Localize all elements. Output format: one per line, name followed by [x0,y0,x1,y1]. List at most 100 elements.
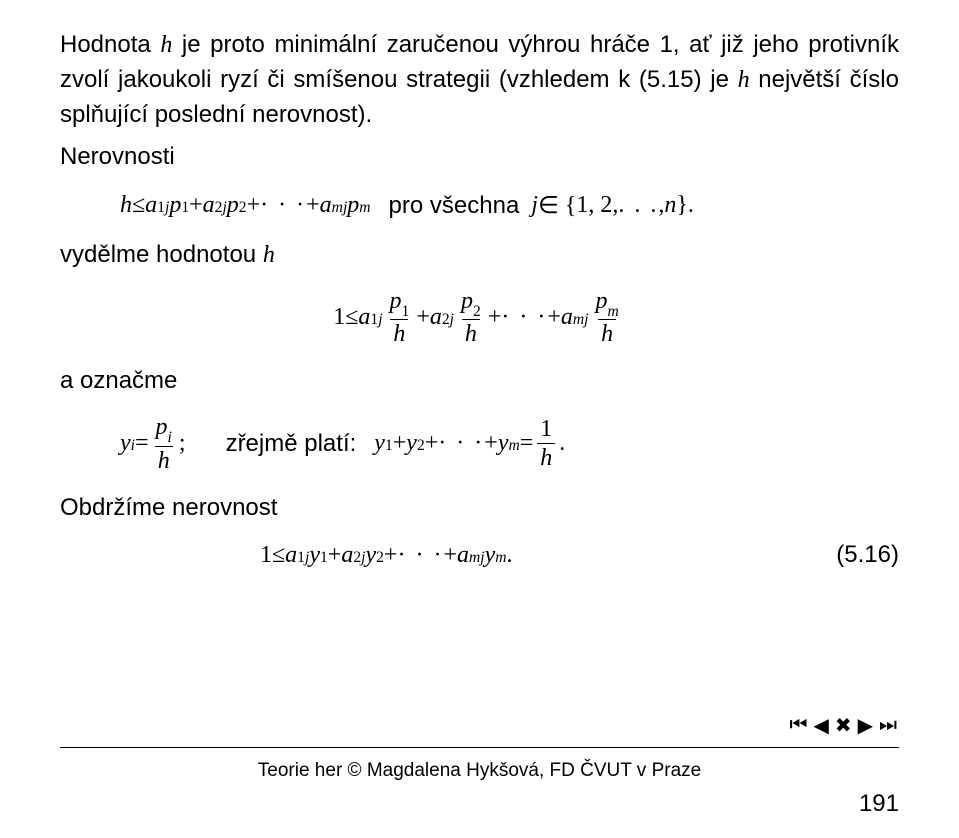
op-plus: + [484,430,498,457]
sub: m [332,199,343,216]
punct: . [559,430,565,457]
op-eq: = [135,430,149,457]
var-a: a [457,542,469,569]
nav-first-icon[interactable]: ⏮ [789,714,809,737]
sub: 2 [376,549,384,567]
sub: m [573,311,584,328]
sub: j [450,311,454,328]
var-y: y [309,542,320,569]
text: vydělme hodnotou [60,241,263,268]
text: zřejmě platí: [226,430,357,458]
var-h: h [738,67,750,93]
sub: j [584,311,588,328]
sub: i [168,429,172,446]
var-p: p [169,192,181,219]
fraction: p2 h [458,289,484,346]
sub: j [480,549,484,566]
heading-nerovnosti: Nerovnosti [60,140,899,175]
sub: 1 [297,549,305,566]
nav-stop-icon[interactable]: ✖ [835,713,854,738]
op-plus: + [488,304,502,331]
num-1: 1 [260,542,272,569]
sub: j [305,549,309,566]
var-p: p [596,288,608,314]
var-h: h [263,242,275,268]
op-plus: + [547,304,561,331]
op-plus: + [189,192,203,219]
op-plus: + [443,542,457,569]
sub: i [131,437,135,455]
op-plus: + [328,542,342,569]
var-p: p [156,414,168,440]
sub: 1 [320,549,328,567]
footer-text: Teorie her © Magdalena Hykšová, FD ČVUT … [0,760,959,782]
sub: j [378,311,382,328]
sub: m [495,549,506,567]
var-n: n [664,192,676,219]
ellipsis: . . . [618,192,658,219]
var-h: h [158,448,170,474]
punct: ; [179,430,186,457]
var-h: h [540,445,552,471]
var-a: a [285,542,297,569]
sub: j [165,199,169,216]
op-plus: + [425,430,439,457]
nav-controls: ⏮ ◀ ✖ ▶ ⏭ [789,713,899,738]
op-le: ≤ [272,542,285,569]
var-y: y [374,430,385,457]
sub: j [343,199,347,216]
var-p: p [390,288,402,314]
sub: m [469,549,480,566]
equation-2: 1 ≤ a1j p1 h + a2j p2 h + · · · + amj pm… [60,289,899,346]
var-h: h [465,321,477,347]
var-a: a [145,192,157,219]
var-a: a [341,542,353,569]
page-number: 191 [859,790,899,818]
fraction: pi h [153,415,175,472]
sub: 2 [442,311,450,328]
ellipsis: · · · [501,304,547,331]
num: 1, 2, [576,192,618,219]
fraction: 1 h [537,417,555,470]
sub: 1 [181,199,189,217]
op-le: ≤ [132,192,145,219]
var-p: p [227,192,239,219]
nav-next-icon[interactable]: ▶ [858,713,875,738]
var-y: y [365,542,376,569]
var-h: h [160,32,172,58]
var-a: a [358,304,370,331]
var-a: a [203,192,215,219]
var-y: y [406,430,417,457]
sub: 2 [473,303,481,320]
var-h: h [601,321,613,347]
ellipsis: · · · [260,192,306,219]
sub: j [361,549,365,566]
sub: 2 [417,437,425,455]
equation-3: yi = pi h ; zřejmě platí: y1 + y2 + · · … [60,415,899,472]
text: }. [676,192,694,219]
sub: m [608,303,619,320]
nav-prev-icon[interactable]: ◀ [813,713,830,738]
sub: 1 [402,303,410,320]
sub: j [222,199,226,216]
var-y: y [120,430,131,457]
op-plus: + [393,430,407,457]
sub: m [359,199,370,217]
var-h: h [120,192,132,219]
paragraph-intro: Hodnota h je proto minimální zaručenou v… [60,28,899,132]
var-a: a [561,304,573,331]
sub: 1 [157,199,165,216]
op-le: ≤ [345,304,358,331]
num-1: 1 [537,417,555,443]
fraction: pm h [593,289,622,346]
var-j: j [531,192,538,219]
nav-last-icon[interactable]: ⏭ [879,714,899,737]
sub: 2 [239,199,247,217]
var-p: p [347,192,359,219]
op-eq: = [520,430,534,457]
sub: 2 [353,549,361,566]
footer-divider [60,747,899,748]
text: Hodnota [60,31,160,58]
equation-4: 1 ≤ a1j y1 + a2j y2 + · · · + amj ym . (… [60,541,899,569]
var-p: p [461,288,473,314]
